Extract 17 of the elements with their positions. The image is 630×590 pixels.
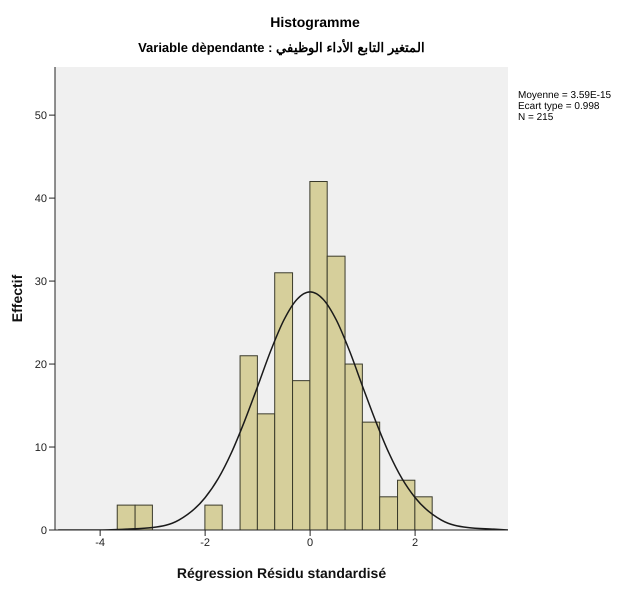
y-tick-label: 20 — [34, 358, 47, 371]
x-axis-title: Régression Résidu standardisé — [176, 565, 386, 581]
text: Ecart type = 0.998 — [518, 101, 600, 112]
x-tick-label: -2 — [200, 536, 210, 549]
y-tick-label: 0 — [40, 524, 47, 537]
x-tick-label: 0 — [307, 536, 314, 549]
y-tick-label: 50 — [34, 110, 47, 122]
y-tick-label: 30 — [34, 276, 47, 288]
y-tick-label: 40 — [34, 193, 47, 206]
chart-subtitle: Variable dèpendante : المتغير التابع الأداء الوظيفي — [137, 40, 426, 55]
y-tick-label: 10 — [34, 442, 47, 454]
text: N = 215 — [518, 112, 554, 123]
y-axis-title: Effectif — [8, 274, 25, 322]
text: Moyenne = 3.59E-15 — [518, 90, 612, 101]
chart-title: Histogramme — [269, 14, 361, 30]
x-tick-label: 2 — [412, 536, 418, 549]
x-tick-label: -4 — [95, 536, 106, 549]
